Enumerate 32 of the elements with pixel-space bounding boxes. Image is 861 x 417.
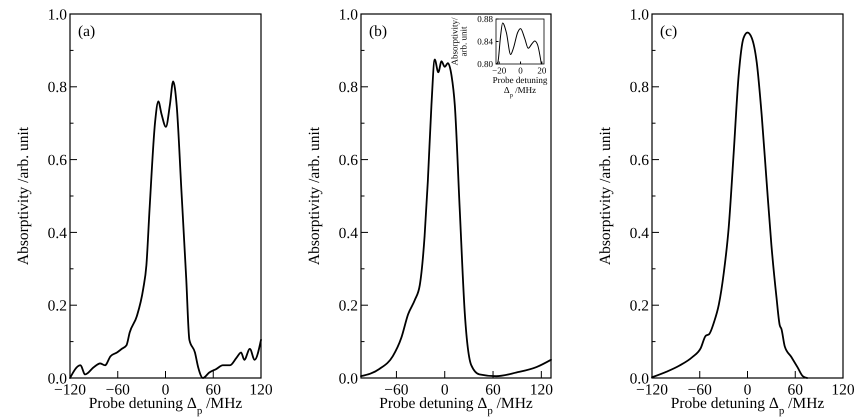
y-tick-label: 0.2 [48,298,67,315]
y-axis-title: Absorptivity /arb. unit [597,126,614,266]
y-tick-label: 0.8 [338,79,358,96]
y-tick-label: 0.4 [48,224,68,242]
x-tick-label: 120 [249,381,273,398]
annotation: (c) [660,23,678,40]
y-tick-label: 0.4 [338,224,358,242]
x-tick-label: 0 [518,65,524,76]
y-tick-label: 0.6 [338,152,358,170]
y-axis-title: Absorptivity /arb. unit [15,126,32,266]
x-tick-label: 20 [537,65,547,76]
y-tick-label: 0.2 [338,298,358,315]
x-tick-label: −20 [492,65,507,76]
annotation: (a) [78,23,96,40]
y-tick-label: 0.80 [477,59,494,70]
annotation: (b) [369,23,388,40]
y-tick-label: 0.8 [630,79,650,96]
y-tick-label: 1.0 [630,6,650,24]
y-tick-label: 0.4 [630,224,650,242]
x-tick-label: 120 [831,381,855,398]
y-tick-label: 0.88 [477,14,494,24]
y-tick-label: 1.0 [338,6,358,24]
y-tick-label: 0.2 [630,298,649,315]
x-axis-title: Probe detuning Δ$_{p}$ /MHz [492,74,548,98]
y-tick-label: 0.6 [630,152,650,170]
y-tick-label: 0.8 [48,79,68,96]
y-tick-label: 0.84 [477,36,494,47]
y-tick-label: 0.6 [48,152,68,170]
y-axis-title: Absorptivity /arb. unit [306,126,323,266]
y-axis-title: Absorptivity/ arb. unit [449,17,468,66]
y-tick-label: 1.0 [48,6,68,24]
y-tick-label: 0.0 [338,370,358,388]
